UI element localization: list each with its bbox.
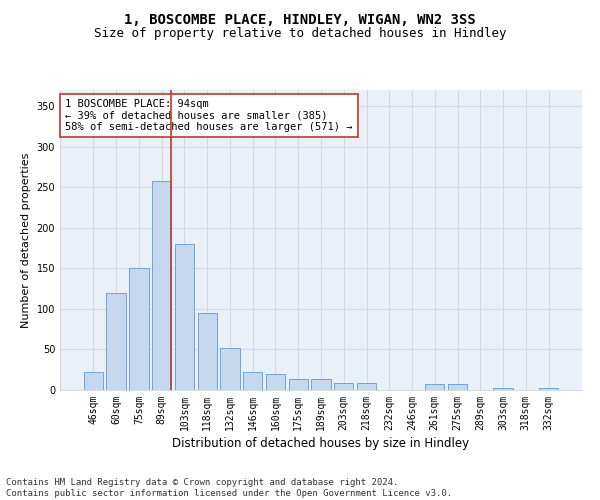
Y-axis label: Number of detached properties: Number of detached properties [21, 152, 31, 328]
Bar [493, 388, 513, 390]
Text: 1 BOSCOMBE PLACE: 94sqm
← 39% of detached houses are smaller (385)
58% of semi-d: 1 BOSCOMBE PLACE: 94sqm ← 39% of detache… [65, 99, 353, 132]
Text: Contains HM Land Registry data © Crown copyright and database right 2024.
Contai: Contains HM Land Registry data © Crown c… [6, 478, 452, 498]
Bar [175, 244, 194, 390]
Text: 1, BOSCOMBE PLACE, HINDLEY, WIGAN, WN2 3SS: 1, BOSCOMBE PLACE, HINDLEY, WIGAN, WN2 3… [124, 12, 476, 26]
Bar [539, 388, 558, 390]
Bar [289, 380, 308, 390]
X-axis label: Distribution of detached houses by size in Hindley: Distribution of detached houses by size … [172, 437, 470, 450]
Bar [197, 313, 217, 390]
Text: Size of property relative to detached houses in Hindley: Size of property relative to detached ho… [94, 28, 506, 40]
Bar [311, 380, 331, 390]
Bar [84, 372, 103, 390]
Bar [266, 374, 285, 390]
Bar [357, 382, 376, 390]
Bar [106, 292, 126, 390]
Bar [448, 384, 467, 390]
Bar [152, 181, 172, 390]
Bar [220, 348, 239, 390]
Bar [334, 382, 353, 390]
Bar [243, 372, 262, 390]
Bar [129, 268, 149, 390]
Bar [425, 384, 445, 390]
